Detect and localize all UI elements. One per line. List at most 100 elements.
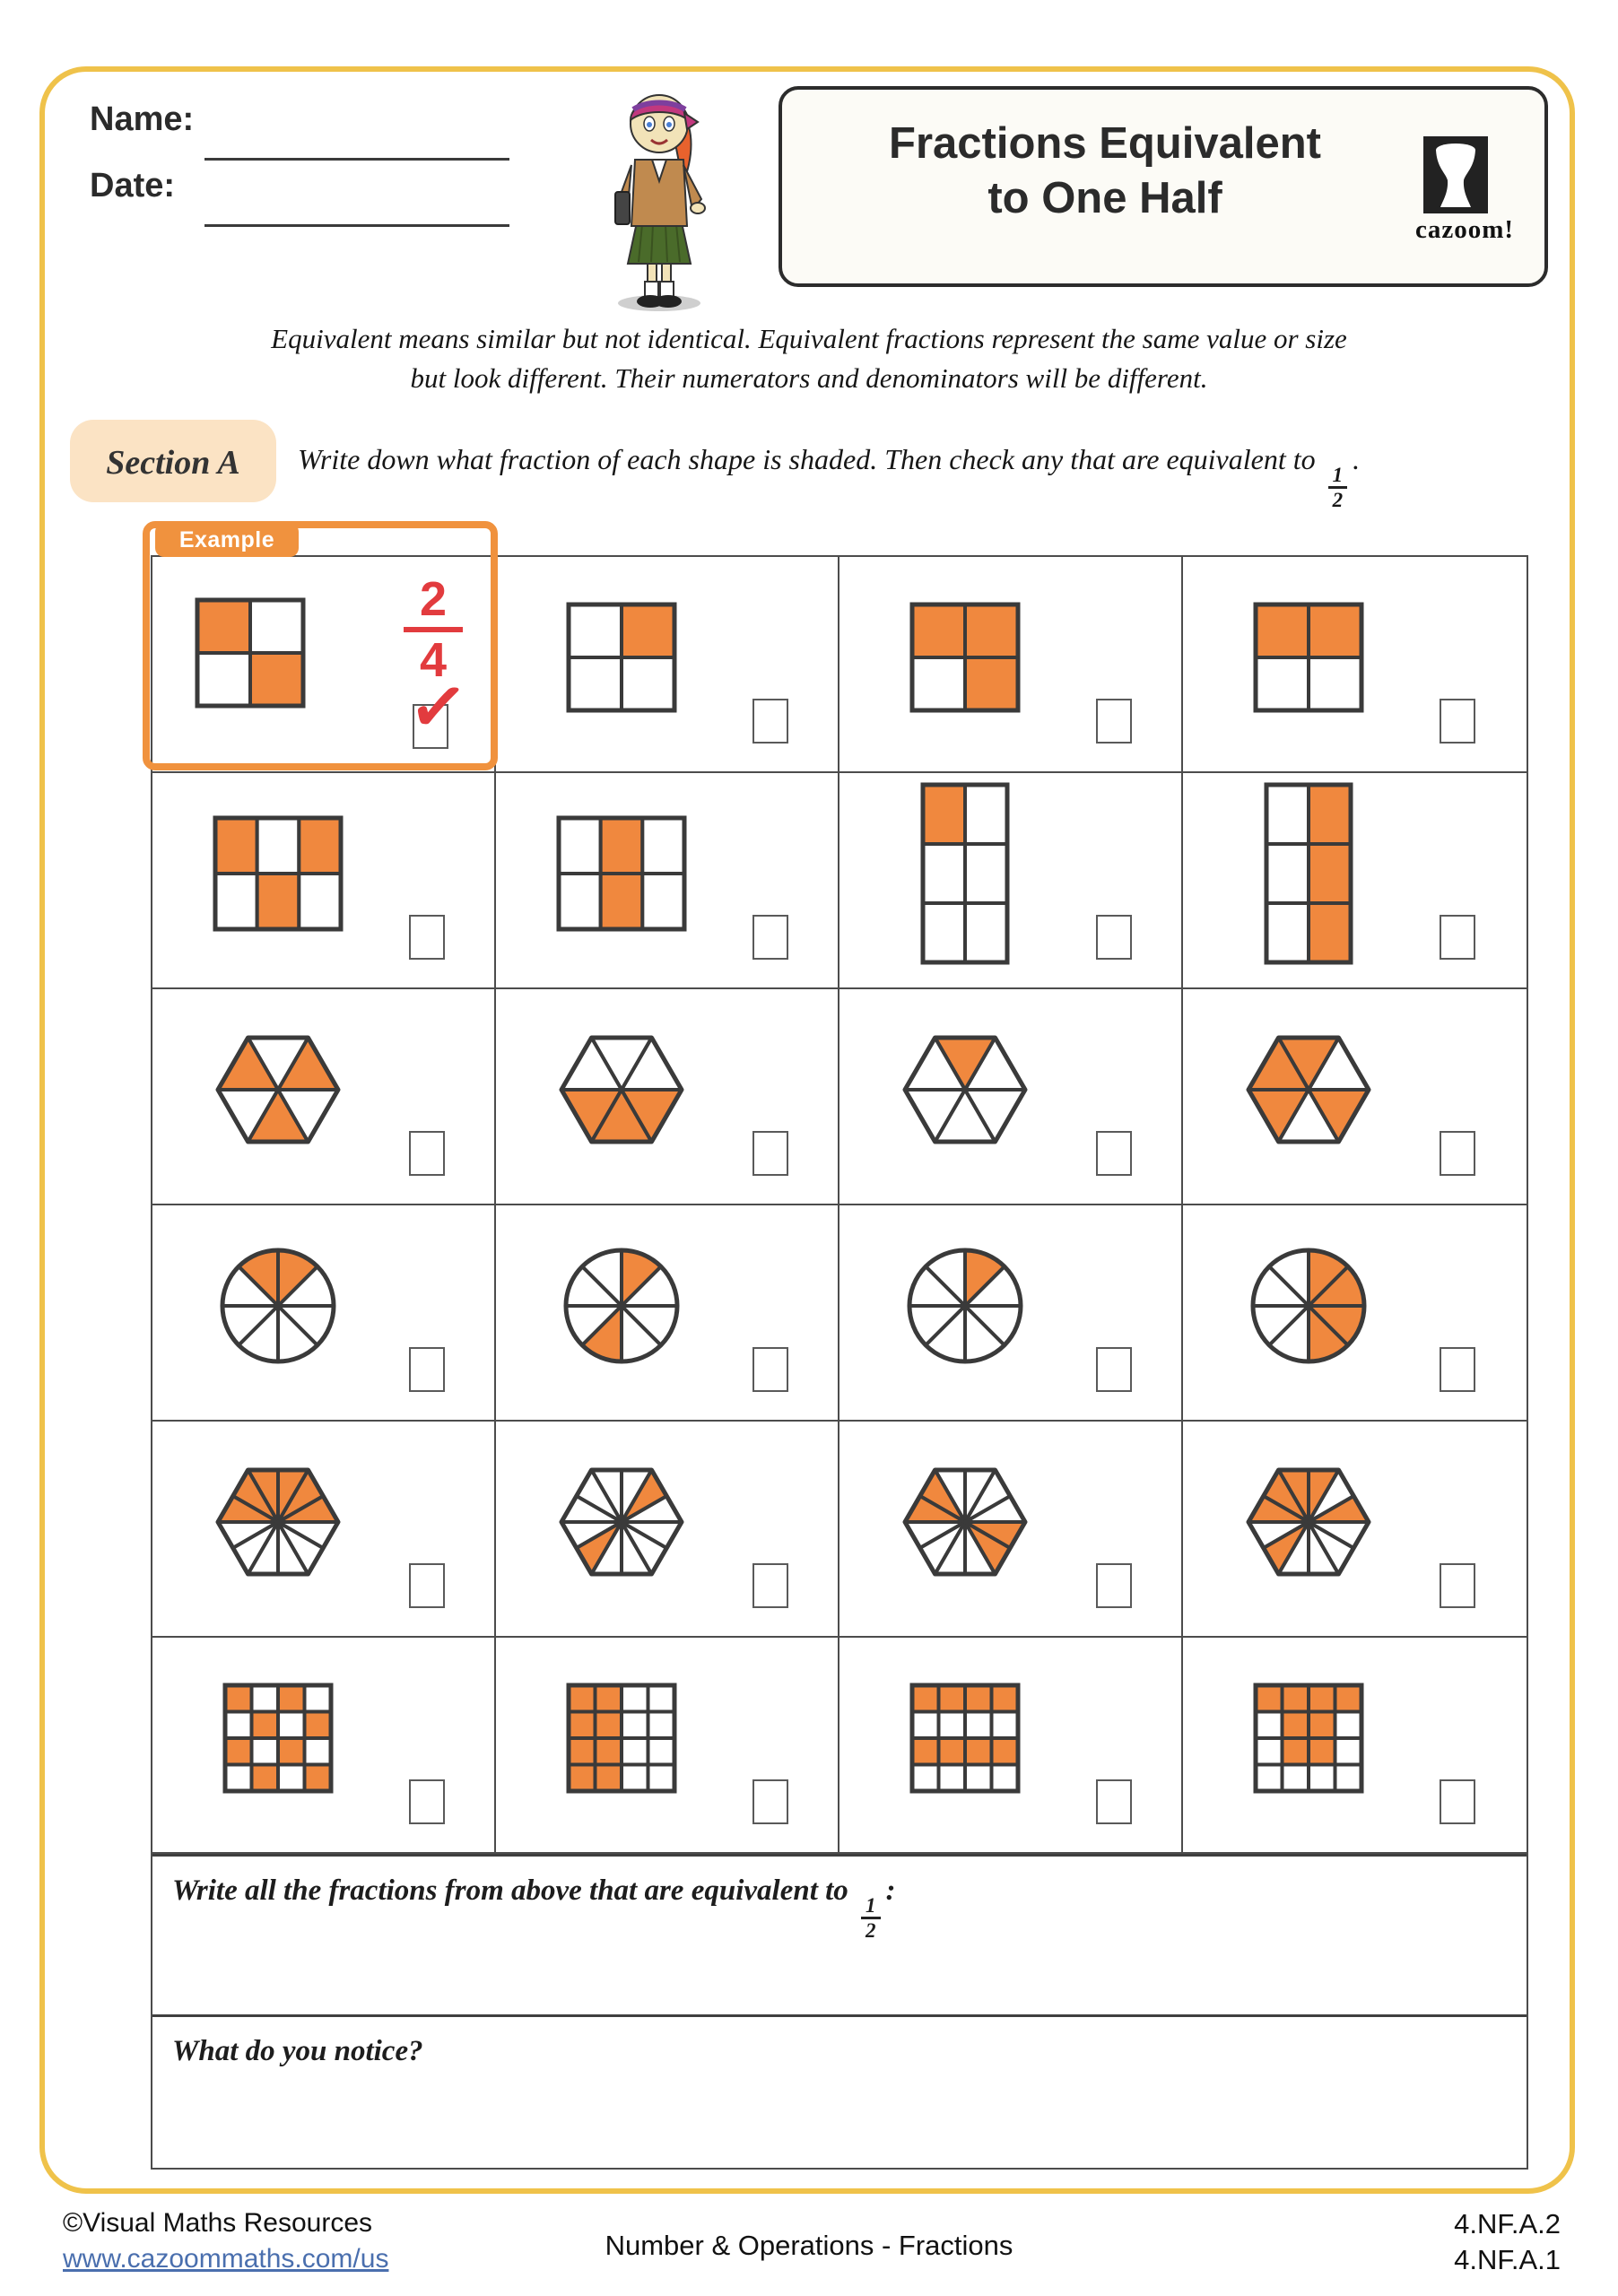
- what-do-you-notice-answer-box[interactable]: What do you notice?: [152, 2014, 1527, 2168]
- fraction-shape-grid: [565, 1682, 678, 1799]
- fraction-cell-r3c1: [152, 989, 496, 1205]
- section-a-instruction: Write down what fraction of each shape i…: [298, 443, 1553, 511]
- fraction-cell-r5c3: [839, 1422, 1183, 1638]
- fraction-cell-r6c4: [1183, 1638, 1527, 1854]
- example-numerator: 2: [419, 572, 448, 626]
- page-border: [39, 66, 1575, 2194]
- equivalence-checkbox[interactable]: [1440, 915, 1475, 960]
- instruction-text: Write down what fraction of each shape i…: [298, 443, 1316, 475]
- fraction-cell-r4c3: [839, 1205, 1183, 1422]
- standard-code-2: 4.NF.A.1: [1454, 2244, 1561, 2275]
- fraction-grid: 2 4 ✓: [152, 557, 1527, 1854]
- fraction-shape-circle8: [219, 1247, 337, 1370]
- fraction-shape-hex12: [213, 1467, 343, 1581]
- intro-line2: but look different. Their numerators and…: [410, 362, 1208, 395]
- equivalence-checkbox[interactable]: [1096, 1131, 1132, 1176]
- equivalence-checkbox[interactable]: [409, 1131, 445, 1176]
- equivalence-checkbox[interactable]: [752, 915, 788, 960]
- equivalence-checkbox[interactable]: [409, 915, 445, 960]
- equivalence-checkbox[interactable]: [409, 1563, 445, 1608]
- cazoom-logo: cazoom!: [1415, 136, 1513, 245]
- q1-suffix: :: [885, 1874, 896, 1907]
- fraction-cell-r3c2: [496, 989, 839, 1205]
- date-label: Date:: [90, 167, 176, 204]
- fraction-shape-circle8: [906, 1247, 1024, 1370]
- standard-code-1: 4.NF.A.2: [1454, 2208, 1561, 2239]
- fraction-shape-hex12: [900, 1467, 1030, 1581]
- title-box: Fractions Equivalent to One Half cazoom!: [779, 86, 1548, 287]
- fraction-cell-r2c3: [839, 773, 1183, 989]
- fraction-cell-r5c1: [152, 1422, 496, 1638]
- equivalence-checkbox[interactable]: [1096, 699, 1132, 744]
- equivalence-checkbox[interactable]: [752, 699, 788, 744]
- fraction-shape-grid: [909, 601, 1022, 718]
- equivalence-checkbox[interactable]: [1440, 1779, 1475, 1824]
- fraction-shape-hex12: [557, 1467, 686, 1581]
- equivalence-checkbox[interactable]: [1440, 1131, 1475, 1176]
- website-link[interactable]: www.cazoommaths.com/us: [63, 2244, 389, 2274]
- title-line2: to One Half: [987, 174, 1222, 223]
- equivalence-checkbox[interactable]: [1096, 1779, 1132, 1824]
- fraction-cell-r5c2: [496, 1422, 839, 1638]
- equivalent-fractions-answer-box[interactable]: Write all the fractions from above that …: [152, 1854, 1527, 2014]
- fraction-cell-r2c4: [1183, 773, 1527, 989]
- section-a-label: Section A: [106, 444, 240, 482]
- equivalence-checkbox[interactable]: [752, 1131, 788, 1176]
- fraction-cell-r1c4: [1183, 557, 1527, 773]
- fraction-shape-hex6: [900, 1035, 1030, 1149]
- equivalence-checkbox[interactable]: [752, 1347, 788, 1392]
- fraction-shape-grid: [555, 814, 688, 937]
- equivalence-checkbox[interactable]: [1096, 1347, 1132, 1392]
- section-a-pill: Section A: [70, 420, 276, 502]
- fraction-shape-grid: [212, 814, 344, 937]
- equivalence-checkbox[interactable]: [752, 1563, 788, 1608]
- fraction-shape-grid: [909, 1682, 1022, 1799]
- fraction-cell-r1c3: [839, 557, 1183, 773]
- fraction-table: 2 4 ✓ Write all the fractions from above t…: [151, 555, 1528, 2170]
- date-input-line[interactable]: [204, 224, 509, 227]
- equivalence-checkbox[interactable]: [409, 1347, 445, 1392]
- instruction-suffix: .: [1353, 443, 1361, 475]
- example-denominator: 4: [419, 633, 448, 687]
- q1-text: Write all the fractions from above that …: [172, 1874, 848, 1907]
- fraction-cell-r4c2: [496, 1205, 839, 1422]
- fraction-cell-r4c1: [152, 1205, 496, 1422]
- fraction-shape-circle8: [1249, 1247, 1368, 1370]
- fraction-shape-hex6: [213, 1035, 343, 1149]
- fraction-cell-r6c2: [496, 1638, 839, 1854]
- fraction-cell-r6c1: [152, 1638, 496, 1854]
- name-input-line[interactable]: [204, 158, 509, 161]
- girl-character-illustration: [614, 94, 706, 311]
- copyright-text: ©Visual Maths Resources: [63, 2208, 373, 2238]
- fraction-cell-r1c1: 2 4 ✓: [152, 557, 496, 773]
- fraction-cell-r3c3: [839, 989, 1183, 1205]
- fraction-shape-grid: [565, 601, 678, 718]
- fraction-shape-hex6: [1244, 1035, 1373, 1149]
- fraction-shape-grid: [1263, 781, 1354, 970]
- equivalence-checkbox[interactable]: ✓: [405, 665, 472, 749]
- equivalence-checkbox[interactable]: [409, 1779, 445, 1824]
- fraction-shape-grid: [1252, 601, 1365, 718]
- equivalence-checkbox[interactable]: [1440, 1563, 1475, 1608]
- equivalence-checkbox[interactable]: [1440, 1347, 1475, 1392]
- q1-prompt: Write all the fractions from above that …: [172, 1874, 896, 1942]
- fraction-cell-r5c4: [1183, 1422, 1527, 1638]
- fraction-cell-r3c4: [1183, 989, 1527, 1205]
- equivalence-checkbox[interactable]: [1440, 699, 1475, 744]
- equivalence-checkbox[interactable]: [752, 1779, 788, 1824]
- fraction-shape-circle8: [562, 1247, 681, 1370]
- fraction-shape-hex12: [1244, 1467, 1373, 1581]
- equivalence-checkbox[interactable]: [1096, 915, 1132, 960]
- equivalence-checkbox[interactable]: [1096, 1563, 1132, 1608]
- fraction-shape-grid: [1252, 1682, 1365, 1799]
- fraction-cell-r4c4: [1183, 1205, 1527, 1422]
- cazoom-drum-icon: [1423, 136, 1488, 213]
- fraction-cell-r6c3: [839, 1638, 1183, 1854]
- fraction-cell-r2c2: [496, 773, 839, 989]
- fraction-shape-grid: [222, 1682, 335, 1799]
- footer-topic: Number & Operations - Fractions: [605, 2230, 1013, 2261]
